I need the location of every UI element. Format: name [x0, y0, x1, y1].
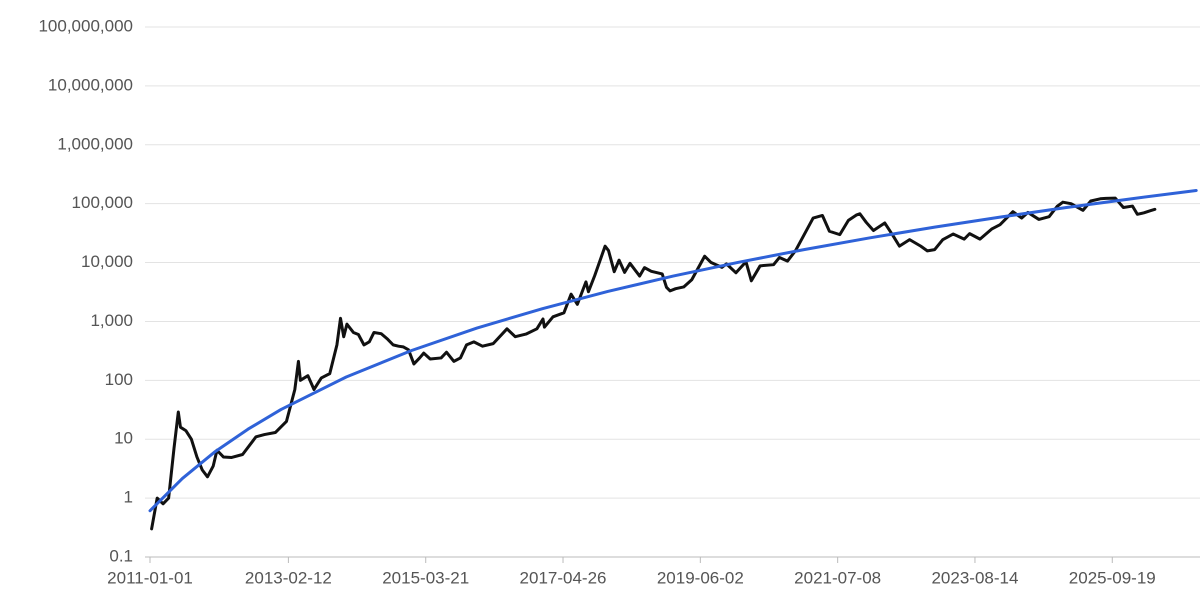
y-tick-label: 10 [114, 429, 133, 448]
y-tick-label: 1,000,000 [57, 134, 133, 153]
x-tick-label: 2019-06-02 [657, 568, 744, 587]
y-tick-label: 100,000 [72, 193, 133, 212]
y-tick-label: 10,000 [81, 252, 133, 271]
x-tick-label: 2017-04-26 [520, 568, 607, 587]
y-tick-label: 1 [124, 488, 133, 507]
x-tick-label: 2013-02-12 [245, 568, 332, 587]
series-line [148, 189, 1198, 513]
y-tick-label: 0.1 [109, 546, 133, 565]
y-tick-label: 10,000,000 [48, 75, 133, 94]
series-line [150, 196, 1157, 531]
y-tick-label: 100,000,000 [38, 16, 133, 35]
x-tick-label: 2021-07-08 [794, 568, 881, 587]
x-tick-label: 2011-01-01 [107, 568, 193, 587]
x-tick-label: 2023-08-14 [931, 568, 1018, 587]
y-tick-label: 100 [105, 370, 133, 389]
x-tick-label: 2015-03-21 [382, 568, 469, 587]
y-tick-label: 1,000 [90, 311, 133, 330]
x-tick-label: 2025-09-19 [1069, 568, 1156, 587]
